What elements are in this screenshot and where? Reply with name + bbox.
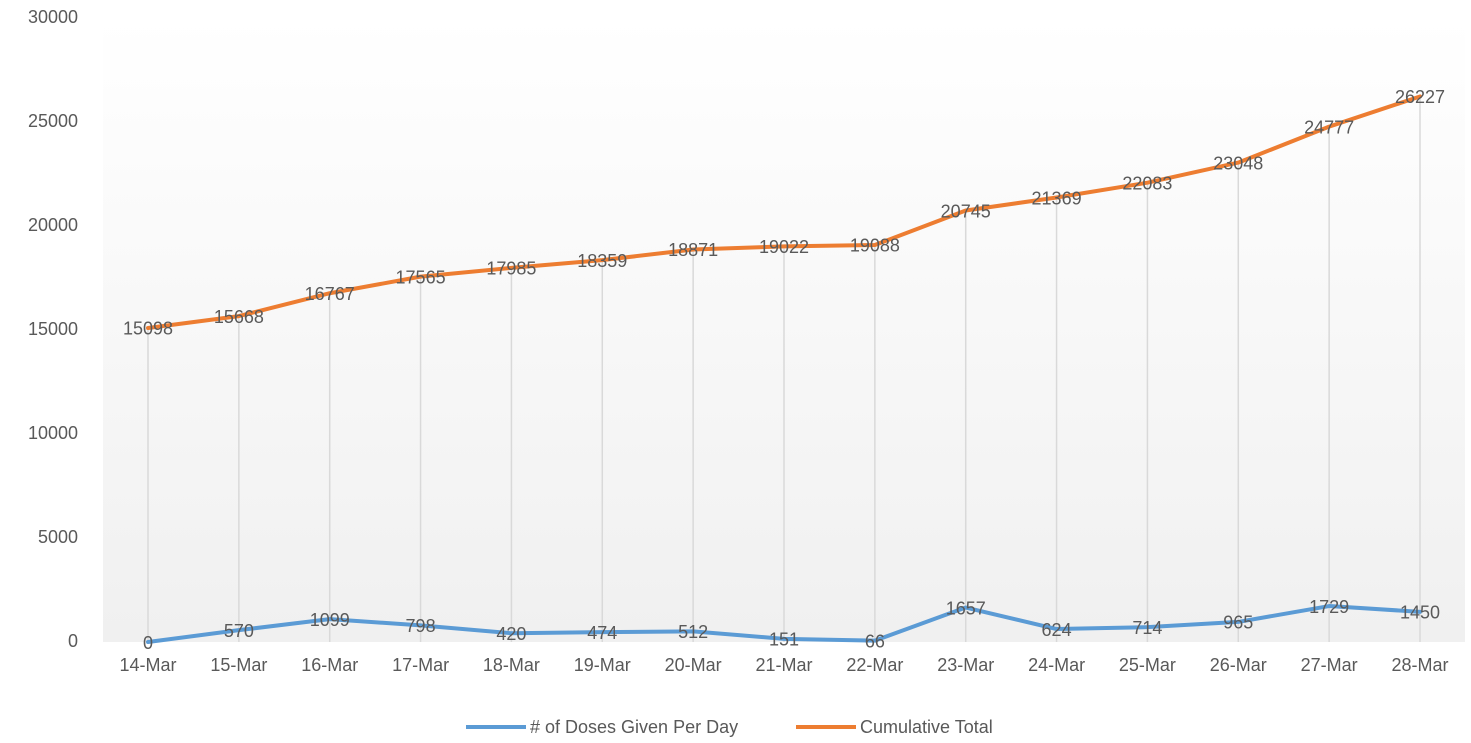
x-tick-label: 18-Mar xyxy=(483,655,540,675)
data-label: 0 xyxy=(143,633,153,653)
data-label: 18359 xyxy=(577,251,627,271)
data-label: 1657 xyxy=(946,598,986,618)
x-tick-label: 25-Mar xyxy=(1119,655,1176,675)
data-label: 151 xyxy=(769,630,799,650)
x-tick-label: 24-Mar xyxy=(1028,655,1085,675)
y-tick-label: 0 xyxy=(68,631,78,651)
data-label: 24777 xyxy=(1304,117,1354,137)
data-label: 512 xyxy=(678,622,708,642)
data-label: 570 xyxy=(224,621,254,641)
legend-label: Cumulative Total xyxy=(860,717,993,737)
y-tick-label: 25000 xyxy=(28,111,78,131)
x-tick-label: 26-Mar xyxy=(1210,655,1267,675)
data-label: 66 xyxy=(865,631,885,651)
data-label: 18871 xyxy=(668,240,718,260)
x-tick-label: 20-Mar xyxy=(665,655,722,675)
x-tick-label: 15-Mar xyxy=(210,655,267,675)
x-tick-label: 23-Mar xyxy=(937,655,994,675)
data-label: 16767 xyxy=(305,284,355,304)
data-label: 15668 xyxy=(214,307,264,327)
data-label: 1099 xyxy=(310,610,350,630)
data-label: 19088 xyxy=(850,236,900,256)
series-line xyxy=(146,94,1422,330)
y-tick-label: 5000 xyxy=(38,527,78,547)
y-tick-label: 15000 xyxy=(28,319,78,339)
x-tick-label: 19-Mar xyxy=(574,655,631,675)
x-tick-label: 14-Mar xyxy=(119,655,176,675)
series-line xyxy=(146,604,1422,644)
data-label: 1729 xyxy=(1309,597,1349,617)
x-tick-label: 17-Mar xyxy=(392,655,449,675)
data-label: 420 xyxy=(496,624,526,644)
data-label: 21369 xyxy=(1032,188,1082,208)
data-label: 624 xyxy=(1042,620,1072,640)
x-tick-label: 27-Mar xyxy=(1301,655,1358,675)
data-label: 22083 xyxy=(1122,173,1172,193)
x-tick-label: 28-Mar xyxy=(1391,655,1448,675)
data-label: 19022 xyxy=(759,237,809,257)
data-label: 714 xyxy=(1132,618,1162,638)
data-label: 474 xyxy=(587,623,617,643)
data-label: 798 xyxy=(406,616,436,636)
x-tick-label: 21-Mar xyxy=(755,655,812,675)
y-tick-label: 10000 xyxy=(28,423,78,443)
y-tick-label: 20000 xyxy=(28,215,78,235)
y-tick-label: 30000 xyxy=(28,7,78,27)
data-label: 17985 xyxy=(486,259,536,279)
data-label: 965 xyxy=(1223,613,1253,633)
x-tick-label: 16-Mar xyxy=(301,655,358,675)
x-tick-label: 22-Mar xyxy=(846,655,903,675)
data-label: 1450 xyxy=(1400,603,1440,623)
data-label: 15098 xyxy=(123,319,173,339)
legend-label: # of Doses Given Per Day xyxy=(530,717,738,737)
data-label: 26227 xyxy=(1395,87,1445,107)
data-label: 23048 xyxy=(1213,153,1263,173)
data-label: 17565 xyxy=(396,267,446,287)
data-label: 20745 xyxy=(941,201,991,221)
